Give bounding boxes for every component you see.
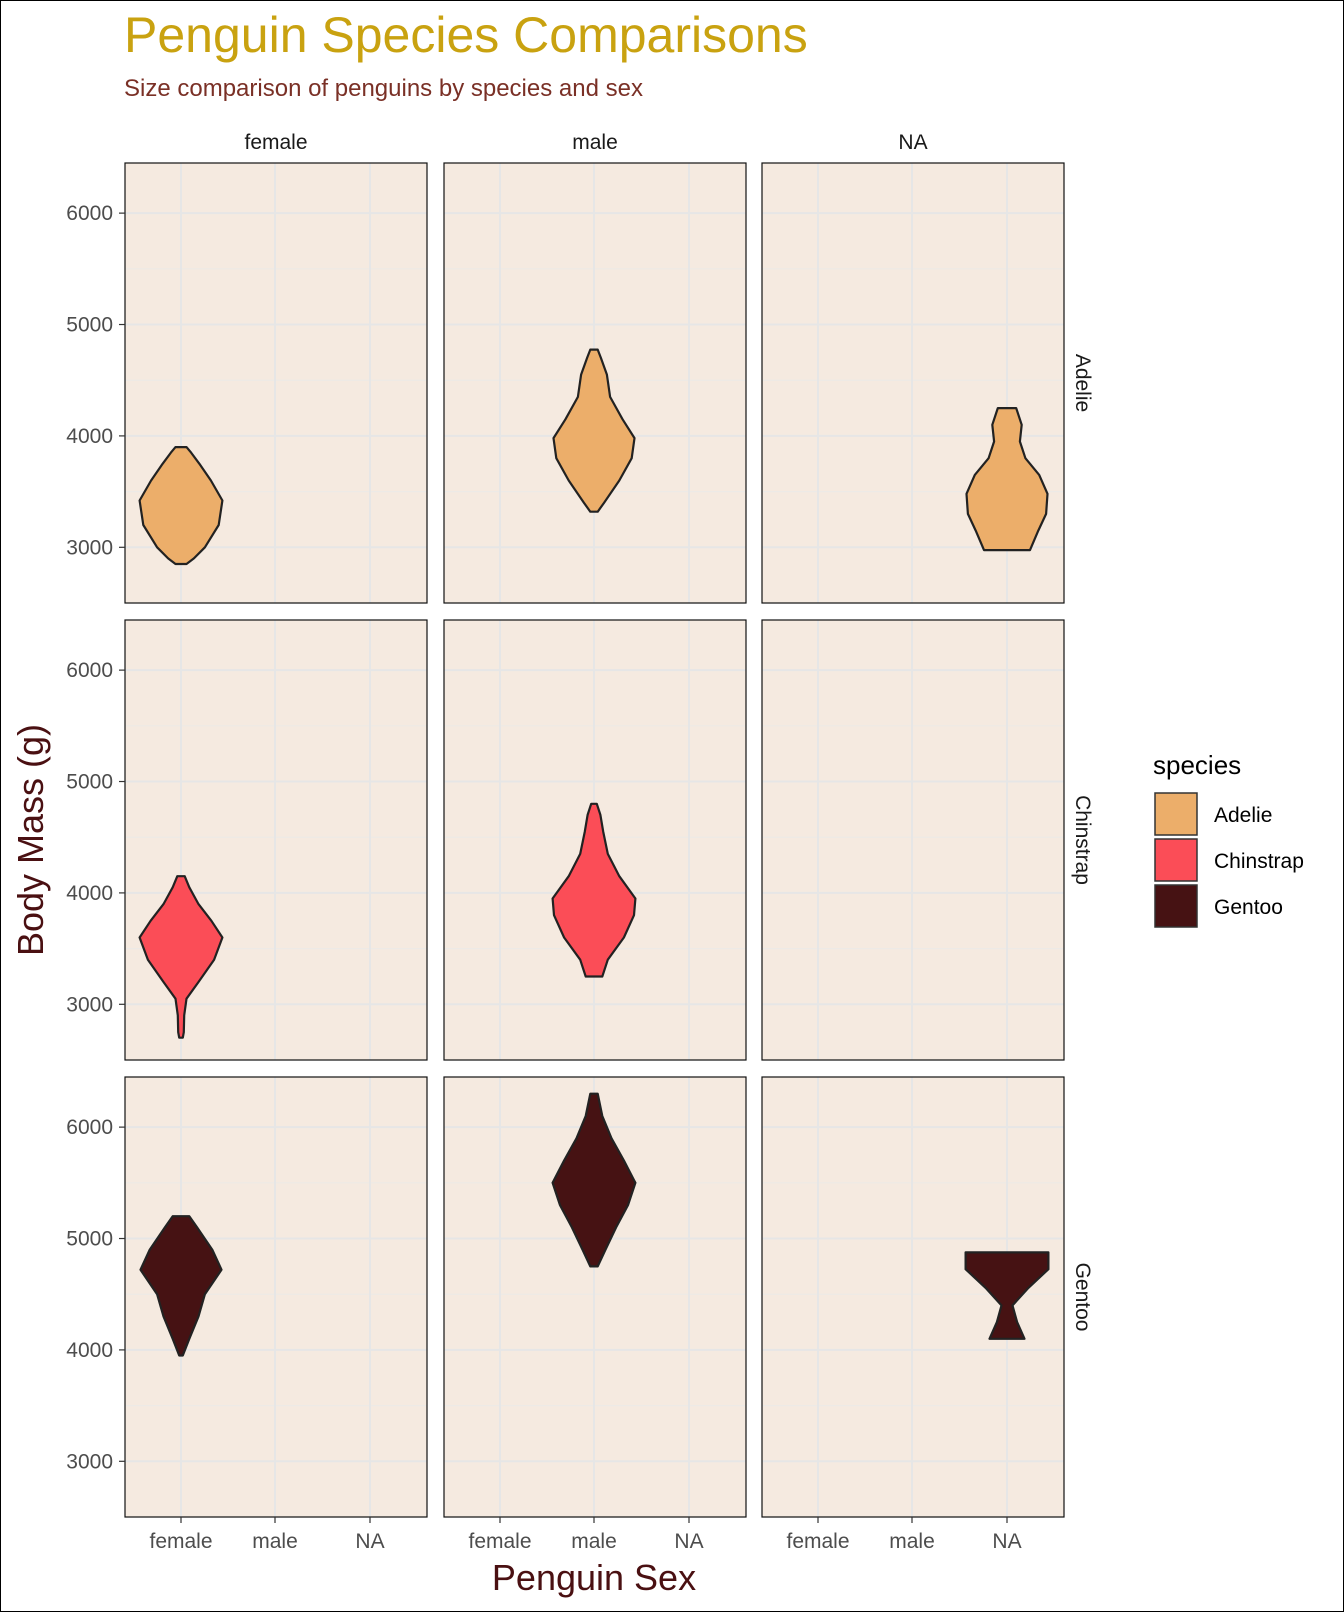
panel-border xyxy=(124,619,428,1061)
facet-panels xyxy=(124,162,1065,1518)
chart-title: Penguin Species Comparisons xyxy=(124,7,808,63)
y-tick-label: 6000 xyxy=(66,202,113,225)
y-tick-label: 5000 xyxy=(66,1228,113,1251)
y-tick-label: 4000 xyxy=(66,425,113,448)
x-tick-label: female xyxy=(149,1530,212,1553)
violin-gentoo-na xyxy=(964,1251,1050,1340)
legend-label-adelie: Adelie xyxy=(1214,804,1272,827)
panel-border xyxy=(443,1076,747,1518)
panel-border xyxy=(443,619,747,1061)
y-tick-label: 5000 xyxy=(66,314,113,337)
legend-label-chinstrap: Chinstrap xyxy=(1214,850,1304,873)
x-tick-label: female xyxy=(468,1530,531,1553)
y-axes: 3000 4000 5000 6000 3000 4000 5000 6000 3000 4000… xyxy=(66,202,125,1473)
x-tick-label: male xyxy=(252,1530,298,1553)
x-tick-label: male xyxy=(571,1530,617,1553)
violin-adelie-na xyxy=(965,407,1049,552)
violin-adelie-female xyxy=(138,446,224,566)
facet-strips: female male NA Adelie Chinstrap Gentoo xyxy=(244,131,1094,1331)
legend: species Adelie Chinstrap Gentoo xyxy=(1153,750,1304,928)
panel-border xyxy=(443,162,747,604)
x-axes: female male NA female male NA female male NA xyxy=(149,1517,1022,1553)
panel-border xyxy=(761,619,1065,1061)
column-strip-label: NA xyxy=(898,131,927,154)
violin-adelie-male xyxy=(552,348,636,513)
row-strip-label: Gentoo xyxy=(1071,1263,1094,1332)
panel-border xyxy=(124,1076,428,1518)
panel-border xyxy=(761,1076,1065,1518)
y-tick-label: 4000 xyxy=(66,1339,113,1362)
y-tick-label: 5000 xyxy=(66,771,113,794)
violin-chinstrap-female xyxy=(138,875,224,1039)
violin-gentoo-female xyxy=(139,1215,223,1357)
panel-border xyxy=(124,162,428,604)
column-strip-label: male xyxy=(572,131,618,154)
violin-gentoo-male xyxy=(551,1092,637,1268)
y-tick-label: 3000 xyxy=(66,993,113,1016)
y-tick-label: 6000 xyxy=(66,1116,113,1139)
y-tick-label: 4000 xyxy=(66,882,113,905)
y-axis-title: Body Mass (g) xyxy=(10,724,51,956)
x-tick-label: male xyxy=(889,1530,935,1553)
legend-key-adelie xyxy=(1154,792,1198,836)
x-tick-label: NA xyxy=(674,1530,703,1553)
chart-subtitle: Size comparison of penguins by species a… xyxy=(124,75,643,102)
legend-label-gentoo: Gentoo xyxy=(1214,896,1283,919)
x-axis-title: Penguin Sex xyxy=(492,1557,696,1598)
column-strip-label: female xyxy=(244,131,307,154)
row-strip-label: Chinstrap xyxy=(1071,795,1094,885)
panel-border xyxy=(761,162,1065,604)
y-tick-label: 6000 xyxy=(66,659,113,682)
violin-chinstrap-male xyxy=(551,802,637,978)
legend-key-gentoo xyxy=(1154,884,1198,928)
legend-title: species xyxy=(1153,750,1241,780)
legend-key-chinstrap xyxy=(1154,838,1198,882)
y-tick-label: 3000 xyxy=(66,1450,113,1473)
y-tick-label: 3000 xyxy=(66,536,113,559)
x-tick-label: female xyxy=(786,1530,849,1553)
row-strip-label: Adelie xyxy=(1071,354,1094,412)
x-tick-label: NA xyxy=(355,1530,384,1553)
x-tick-label: NA xyxy=(992,1530,1021,1553)
